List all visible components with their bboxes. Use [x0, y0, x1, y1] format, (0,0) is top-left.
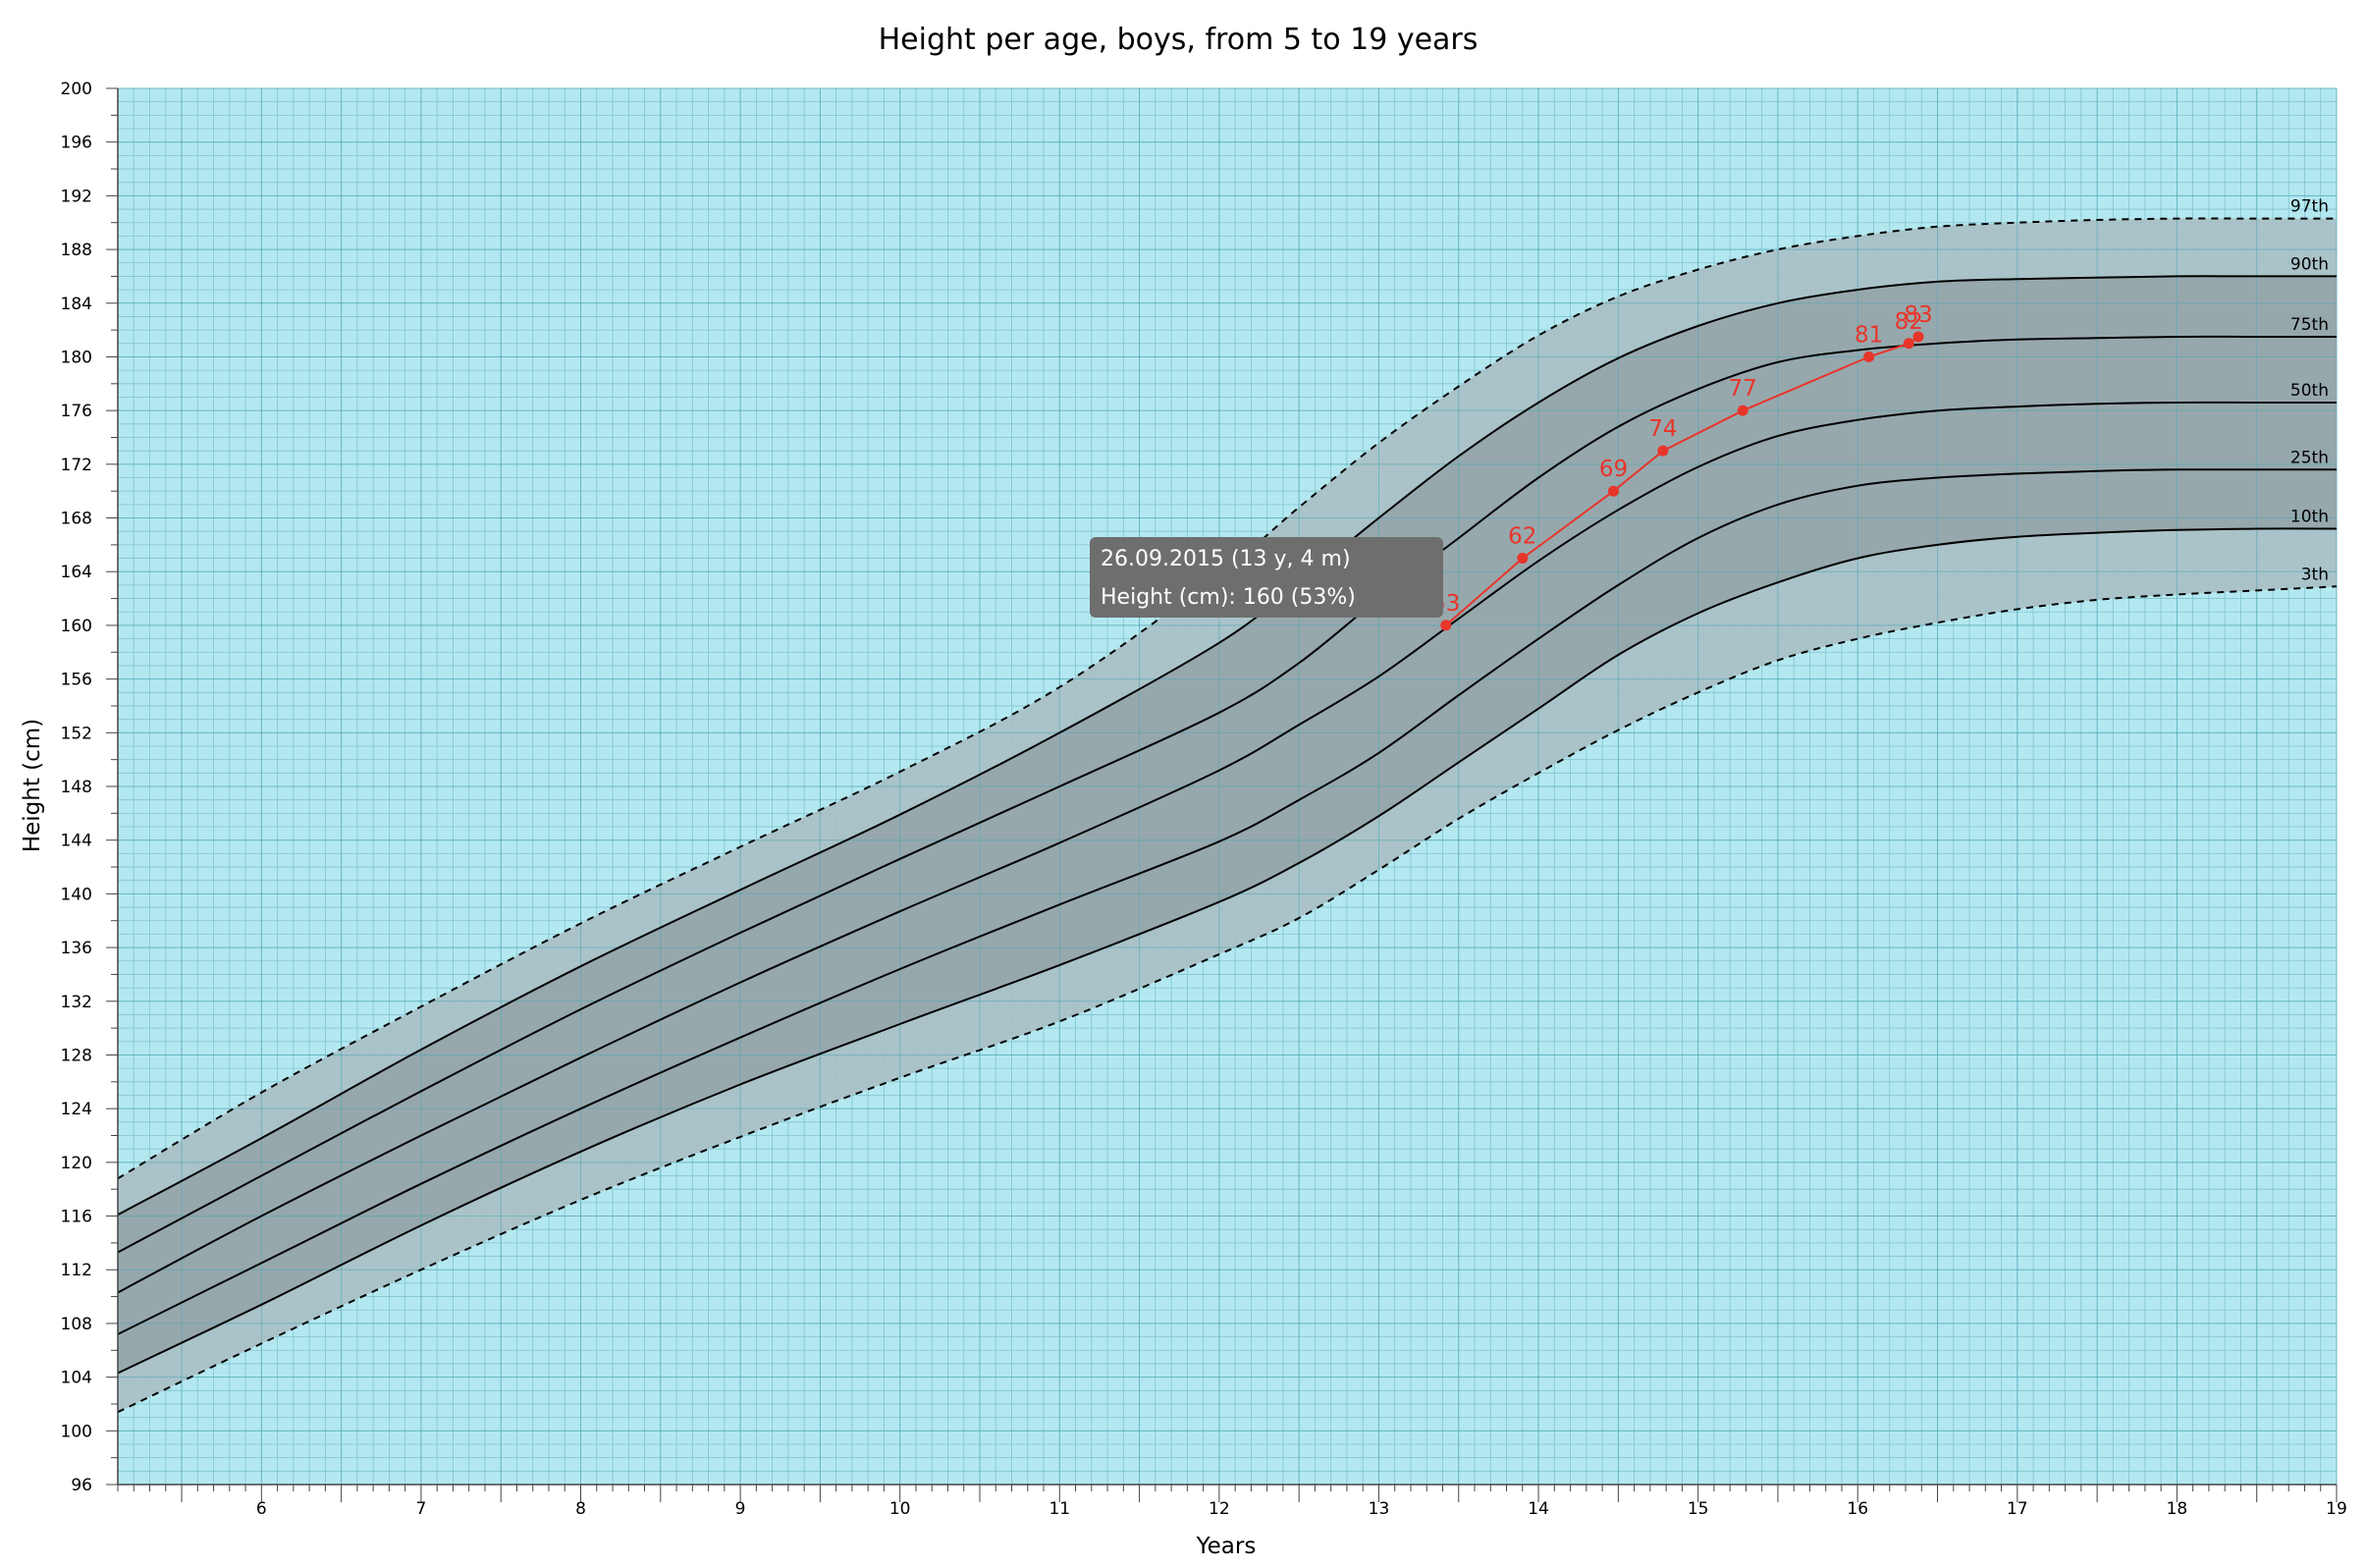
- patient-point-label: 82: [1895, 309, 1923, 335]
- x-tick-label: 9: [735, 1499, 746, 1519]
- percentile-label-25th: 25th: [2290, 448, 2329, 467]
- y-tick-label: 164: [61, 563, 92, 582]
- y-tick-label: 184: [61, 295, 92, 314]
- y-tick-label: 104: [61, 1369, 92, 1388]
- x-axis-ticks: 6 7 8 9 10 11 12 13 14 15 16 17 18 19: [117, 1485, 2347, 1519]
- y-tick-label: 172: [61, 456, 92, 475]
- patient-point-label: 83: [1904, 302, 1932, 328]
- y-tick-label: 196: [61, 134, 92, 153]
- percentile-curve-97th: [117, 217, 2337, 1180]
- y-tick-label: 144: [61, 832, 92, 851]
- x-tick-label: 18: [2167, 1499, 2188, 1519]
- y-tick-label: 136: [61, 939, 92, 958]
- y-tick-label: 100: [61, 1422, 92, 1441]
- patient-point[interactable]: [1440, 620, 1452, 631]
- percentile-curve-25th: [117, 468, 2337, 1335]
- percentile-curve-50th: [117, 401, 2337, 1294]
- tooltip-background: [1090, 537, 1443, 618]
- x-tick-label: 8: [575, 1499, 586, 1519]
- percentile-label-97th: 97th: [2290, 197, 2329, 217]
- x-axis-label: Years: [1196, 1534, 1257, 1559]
- percentile-bands: [118, 218, 2337, 1413]
- y-tick-label: 148: [61, 778, 92, 797]
- x-tick-label: 15: [1688, 1499, 1709, 1519]
- x-tick-label: 13: [1369, 1499, 1390, 1519]
- y-tick-label: 96: [71, 1476, 92, 1495]
- x-tick-label: 17: [2007, 1499, 2028, 1519]
- tooltip-height: Height (cm): 160 (53%): [1101, 585, 1356, 610]
- percentile-label-10th: 10th: [2290, 507, 2329, 526]
- y-tick-label: 152: [61, 724, 92, 743]
- y-tick-label: 128: [61, 1046, 92, 1065]
- y-tick-label: 200: [61, 80, 92, 99]
- patient-point[interactable]: [1863, 351, 1875, 362]
- patient-point[interactable]: [1517, 553, 1529, 565]
- patient-point[interactable]: [1903, 338, 1914, 350]
- percentile-labels: 97th 90th 75th 50th 25th 10th 3th: [2290, 197, 2329, 585]
- y-tick-label: 156: [61, 671, 92, 690]
- major-gridlines: [118, 87, 2338, 1486]
- y-tick-label: 140: [61, 885, 92, 904]
- tooltip-date: 26.09.2015 (13 y, 4 m): [1101, 547, 1351, 571]
- y-tick-label: 188: [61, 241, 92, 260]
- y-tick-label: 168: [61, 510, 92, 529]
- y-tick-label: 116: [61, 1208, 92, 1227]
- percentile-label-90th: 90th: [2290, 254, 2329, 274]
- x-tick-label: 6: [256, 1499, 267, 1519]
- x-tick-label: 14: [1528, 1499, 1549, 1519]
- y-tick-label: 132: [61, 993, 92, 1012]
- patient-point-label: 81: [1855, 322, 1883, 348]
- y-tick-label: 120: [61, 1154, 92, 1173]
- y-tick-label: 192: [61, 187, 92, 206]
- patient-point[interactable]: [1737, 405, 1748, 416]
- x-tick-label: 12: [1209, 1499, 1230, 1519]
- patient-point[interactable]: [1657, 445, 1669, 457]
- y-tick-label: 160: [61, 617, 92, 636]
- y-axis-ticks: 96 100 104 108 112 116 120 124 128 132 136 140 144 14…: [61, 80, 118, 1495]
- patient-line: [1445, 336, 1919, 626]
- x-tick-label: 16: [1847, 1499, 1868, 1519]
- x-tick-label: 10: [889, 1499, 911, 1519]
- tooltip: 26.09.2015 (13 y, 4 m) Height (cm): 160 …: [1090, 537, 1443, 618]
- percentile-curve-3th: [117, 585, 2338, 1414]
- patient-point[interactable]: [1912, 331, 1924, 343]
- y-tick-label: 124: [61, 1100, 92, 1119]
- patient-point-label: 62: [1508, 524, 1536, 550]
- x-tick-label: 11: [1049, 1499, 1070, 1519]
- inner-band: [118, 276, 2337, 1374]
- y-axis-label: Height (cm): [20, 719, 45, 852]
- patient-point-label: 69: [1599, 457, 1628, 482]
- x-tick-label: 7: [416, 1499, 427, 1519]
- patient-point-label: 74: [1648, 416, 1677, 442]
- patient-point[interactable]: [1607, 485, 1619, 497]
- percentile-label-3th: 3th: [2301, 565, 2329, 584]
- x-tick-label: 19: [2326, 1499, 2347, 1519]
- y-tick-label: 176: [61, 402, 92, 421]
- y-tick-label: 180: [61, 348, 92, 367]
- percentile-curve-90th: [117, 275, 2337, 1217]
- percentile-curve-10th: [117, 527, 2338, 1375]
- patient-point-label: 77: [1729, 376, 1757, 402]
- percentile-label-50th: 50th: [2290, 381, 2329, 401]
- y-tick-label: 112: [61, 1261, 92, 1280]
- y-tick-label: 108: [61, 1315, 92, 1334]
- percentile-label-75th: 75th: [2290, 315, 2329, 335]
- chart-title: Height per age, boys, from 5 to 19 years: [879, 23, 1479, 57]
